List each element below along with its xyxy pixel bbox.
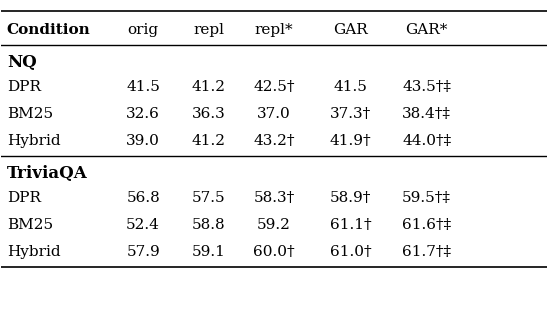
Text: DPR: DPR — [7, 191, 41, 205]
Text: 58.8: 58.8 — [192, 218, 225, 232]
Text: 59.5†‡: 59.5†‡ — [402, 191, 451, 205]
Text: 41.2: 41.2 — [192, 80, 226, 94]
Text: TriviaQA: TriviaQA — [7, 165, 88, 182]
Text: 61.1†: 61.1† — [329, 218, 371, 232]
Text: Hybrid: Hybrid — [7, 245, 60, 259]
Text: 52.4: 52.4 — [126, 218, 160, 232]
Text: DPR: DPR — [7, 80, 41, 94]
Text: 36.3: 36.3 — [192, 107, 225, 121]
Text: 37.0: 37.0 — [257, 107, 291, 121]
Text: 44.0†‡: 44.0†‡ — [402, 134, 451, 148]
Text: 41.2: 41.2 — [192, 134, 226, 148]
Text: 37.3†: 37.3† — [330, 107, 371, 121]
Text: 59.1: 59.1 — [192, 245, 226, 259]
Text: 42.5†: 42.5† — [253, 80, 295, 94]
Text: 58.3†: 58.3† — [253, 191, 295, 205]
Text: 58.9†: 58.9† — [330, 191, 371, 205]
Text: 32.6: 32.6 — [126, 107, 160, 121]
Text: 60.0†: 60.0† — [253, 245, 295, 259]
Text: 61.6†‡: 61.6†‡ — [402, 218, 451, 232]
Text: BM25: BM25 — [7, 218, 53, 232]
Text: 59.2: 59.2 — [257, 218, 291, 232]
Text: 57.5: 57.5 — [192, 191, 225, 205]
Text: Hybrid: Hybrid — [7, 134, 60, 148]
Text: 41.5: 41.5 — [126, 80, 160, 94]
Text: repl*: repl* — [255, 23, 293, 37]
Text: 57.9: 57.9 — [126, 245, 160, 259]
Text: 61.7†‡: 61.7†‡ — [402, 245, 451, 259]
Text: NQ: NQ — [7, 54, 37, 71]
Text: 56.8: 56.8 — [126, 191, 160, 205]
Text: 43.5†‡: 43.5†‡ — [402, 80, 451, 94]
Text: 41.9†: 41.9† — [329, 134, 371, 148]
Text: 61.0†: 61.0† — [329, 245, 371, 259]
Text: GAR: GAR — [333, 23, 368, 37]
Text: 38.4†‡: 38.4†‡ — [402, 107, 451, 121]
Text: BM25: BM25 — [7, 107, 53, 121]
Text: Condition: Condition — [7, 23, 90, 37]
Text: GAR*: GAR* — [406, 23, 448, 37]
Text: 39.0: 39.0 — [126, 134, 160, 148]
Text: 41.5: 41.5 — [333, 80, 367, 94]
Text: orig: orig — [128, 23, 159, 37]
Text: 43.2†: 43.2† — [253, 134, 295, 148]
Text: repl: repl — [193, 23, 224, 37]
